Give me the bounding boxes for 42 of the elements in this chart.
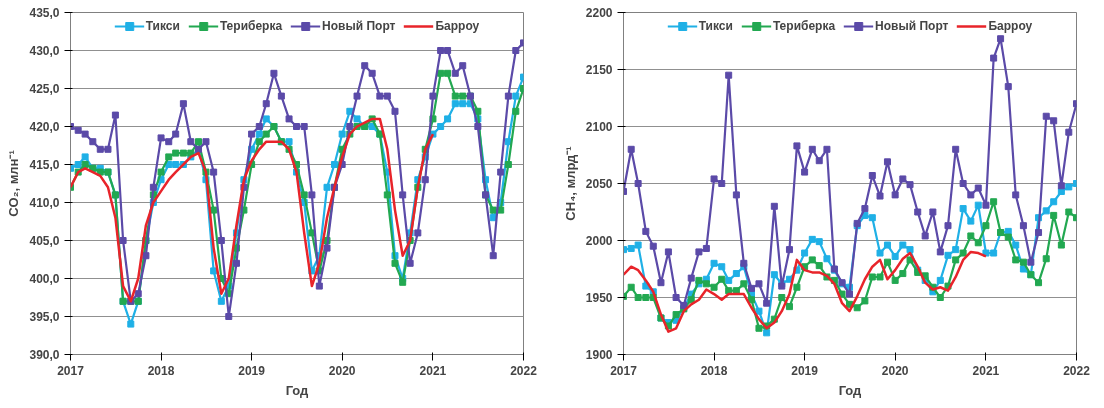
x-tick-label: 2022 bbox=[1063, 363, 1091, 378]
x-tick-label: 2018 bbox=[700, 363, 728, 378]
x-axis-title: Год bbox=[838, 382, 863, 398]
x-tick-label: 2020 bbox=[328, 363, 356, 378]
legend-label: Барроу bbox=[988, 19, 1033, 33]
y-tick-label: 2050 bbox=[585, 177, 613, 191]
y-tick-label: 395,0 bbox=[29, 310, 60, 324]
legend-label: Териберка bbox=[772, 19, 836, 33]
legend-label: Териберка bbox=[219, 19, 283, 33]
x-tick-label: 2017 bbox=[610, 363, 638, 378]
x-tick-label: 2021 bbox=[419, 363, 447, 378]
x-tick-label: 2019 bbox=[791, 363, 819, 378]
y-tick-label: 2150 bbox=[585, 63, 613, 77]
y-tick-label: 390,0 bbox=[29, 348, 60, 362]
line-series bbox=[70, 117, 435, 303]
y-tick-label: 400,0 bbox=[29, 272, 60, 286]
legend-label: Тикси bbox=[698, 19, 733, 33]
y-axis-title: CO₂, млн⁻¹ bbox=[6, 150, 22, 217]
y-tick-label: 1900 bbox=[585, 348, 613, 362]
y-tick-label: 405,0 bbox=[29, 234, 60, 248]
y-tick-label: 410,0 bbox=[29, 196, 60, 210]
y-tick-label: 420,0 bbox=[29, 120, 60, 134]
x-tick-label: 2020 bbox=[881, 363, 909, 378]
y-tick-label: 2200 bbox=[585, 6, 613, 20]
y-tick-label: 1950 bbox=[585, 291, 613, 305]
y-tick-label: 415,0 bbox=[29, 158, 60, 172]
y-tick-label: 2000 bbox=[585, 234, 613, 248]
x-tick-label: 2021 bbox=[972, 363, 1000, 378]
x-tick-label: 2018 bbox=[147, 363, 175, 378]
x-tick-label: 2019 bbox=[238, 363, 266, 378]
legend-label: Барроу bbox=[435, 19, 480, 33]
x-tick-label: 2022 bbox=[510, 363, 538, 378]
legend-label: Новый Порт bbox=[875, 19, 949, 33]
legend-label: Тикси bbox=[145, 19, 180, 33]
y-axis-title: CH₄, млрд⁻¹ bbox=[562, 146, 578, 221]
legend-label: Новый Порт bbox=[322, 19, 396, 33]
x-axis-title: Год bbox=[285, 382, 310, 398]
y-tick-label: 425,0 bbox=[29, 82, 60, 96]
x-tick-label: 2017 bbox=[57, 363, 85, 378]
y-tick-label: 435,0 bbox=[29, 6, 60, 20]
y-tick-label: 2100 bbox=[585, 120, 613, 134]
y-tick-label: 430,0 bbox=[29, 44, 60, 58]
